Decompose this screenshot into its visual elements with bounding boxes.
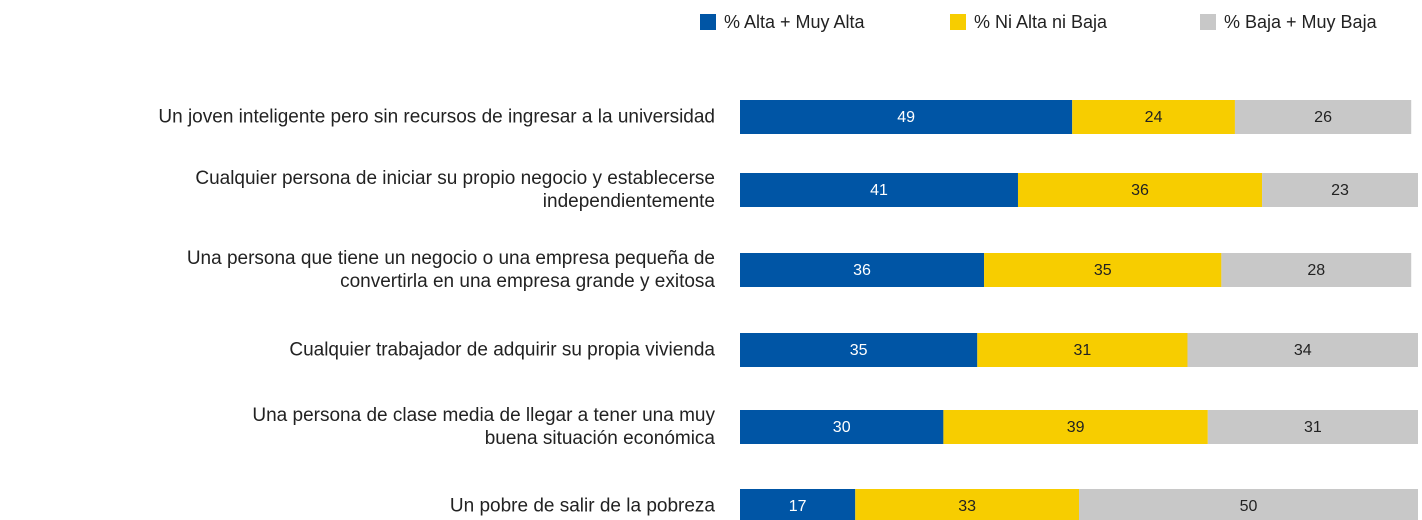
value-label: 24 <box>1145 109 1163 126</box>
value-label: 30 <box>833 419 851 436</box>
category-label: Cualquier trabajador de adquirir su prop… <box>289 339 715 361</box>
bar-segment <box>1017 173 1263 207</box>
value-label: 50 <box>1240 498 1258 515</box>
legend-swatch <box>950 14 966 30</box>
legend-label: % Alta + Muy Alta <box>724 12 866 32</box>
value-label: 31 <box>1304 419 1322 436</box>
bar-segment <box>984 253 1222 287</box>
bar-segment <box>1072 100 1235 134</box>
bar-segment <box>1234 100 1412 134</box>
legend-label: % Ni Alta ni Baja <box>974 12 1108 32</box>
bar-segment <box>1262 173 1418 207</box>
bar-segment <box>1187 333 1418 367</box>
value-label: 26 <box>1314 109 1332 126</box>
category-label: Una persona que tiene un negocio o una e… <box>186 248 715 292</box>
category-label: Un joven inteligente pero sin recursos d… <box>158 106 715 128</box>
bar-segment <box>855 489 1079 520</box>
value-label: 36 <box>1131 182 1149 199</box>
value-label: 39 <box>1067 419 1085 436</box>
category-label: Un pobre de salir de la pobreza <box>449 495 715 517</box>
bar-segment <box>740 410 944 444</box>
value-label: 35 <box>1094 262 1112 279</box>
bar-segment <box>740 489 856 520</box>
value-label: 31 <box>1073 342 1091 359</box>
legend-swatch <box>1200 14 1216 30</box>
category-label: Cualquier persona de iniciar su propio n… <box>195 168 715 212</box>
bar-segment <box>943 410 1208 444</box>
bar-segment <box>1221 253 1412 287</box>
value-label: 36 <box>853 262 871 279</box>
bar-segment <box>1079 489 1418 520</box>
value-label: 28 <box>1307 262 1325 279</box>
value-label: 23 <box>1331 182 1349 199</box>
bar-segment <box>740 173 1018 207</box>
value-label: 33 <box>958 498 976 515</box>
value-label: 17 <box>789 498 807 515</box>
bar-segment <box>977 333 1188 367</box>
value-label: 34 <box>1294 342 1312 359</box>
value-label: 35 <box>850 342 868 359</box>
bar-segment <box>740 100 1073 134</box>
value-label: 49 <box>897 109 915 126</box>
legend-label: % Baja + Muy Baja <box>1224 12 1378 32</box>
value-label: 41 <box>870 182 888 199</box>
legend-swatch <box>700 14 716 30</box>
bar-segment <box>740 333 978 367</box>
category-label: Una persona de clase media de llegar a t… <box>252 405 715 449</box>
bar-segment <box>740 253 985 287</box>
bar-segment <box>1207 410 1418 444</box>
